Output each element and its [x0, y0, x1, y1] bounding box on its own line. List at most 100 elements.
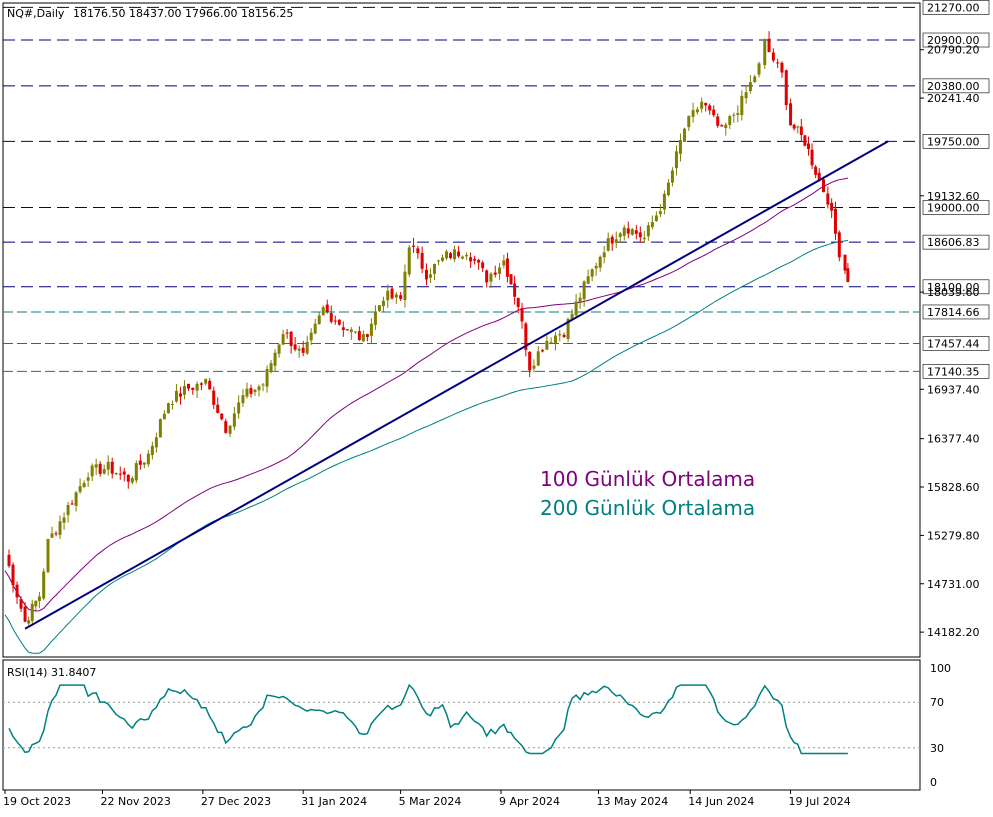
candle-body [780, 62, 784, 73]
candle [445, 249, 449, 261]
candle [399, 292, 403, 301]
candle [520, 302, 524, 329]
candle [562, 332, 566, 338]
candle-body [614, 239, 618, 243]
candle-body [837, 232, 841, 258]
candle [381, 296, 385, 313]
candle-body [771, 52, 775, 61]
candle [708, 103, 712, 115]
candle-body [241, 395, 245, 404]
candle [650, 215, 654, 230]
rsi-tick-label: 30 [930, 742, 944, 755]
candle-body [146, 453, 150, 465]
candle [524, 321, 528, 357]
candle [465, 252, 469, 261]
candle-body [110, 461, 114, 474]
candle-body [642, 237, 646, 240]
candle-body [361, 334, 365, 342]
level-label-box [922, 200, 990, 215]
candle [249, 384, 253, 398]
candle-body [712, 109, 716, 116]
candle [436, 259, 440, 266]
candle [170, 400, 174, 410]
level-label-box [922, 78, 990, 94]
candle-body [138, 460, 142, 465]
candle-body [309, 332, 313, 341]
candle [469, 252, 473, 269]
candle [748, 74, 752, 94]
candle [78, 478, 82, 495]
candle-body [817, 172, 821, 181]
candle [182, 380, 186, 400]
trendline-group [24, 140, 889, 630]
candle-body [7, 554, 11, 566]
candle-body [638, 232, 642, 238]
candle [843, 254, 847, 275]
candle [590, 268, 594, 282]
candle [682, 127, 686, 142]
candle-body [373, 312, 377, 325]
candle-body [610, 236, 614, 244]
candle [54, 531, 58, 537]
candle-body [82, 482, 86, 487]
candle-body [265, 369, 269, 387]
candle-body [130, 478, 134, 483]
x-tick-label: 22 Nov 2023 [100, 795, 170, 808]
candle [767, 31, 771, 53]
x-tick-label: 19 Jul 2024 [789, 795, 851, 808]
level-label: 20900.00 [927, 34, 980, 47]
y-tick-label: 15828.60 [927, 481, 980, 494]
candle-body [792, 124, 796, 129]
candles [7, 31, 850, 626]
candle [305, 335, 309, 355]
candle [638, 226, 642, 243]
candle [102, 464, 106, 475]
candle [485, 269, 489, 288]
candle-body [678, 140, 682, 154]
candle [757, 61, 761, 78]
candle [457, 246, 461, 258]
candle [34, 600, 38, 613]
candle-body [524, 323, 528, 351]
candle-body [289, 331, 293, 347]
candle-body [269, 363, 273, 372]
candle-body [369, 323, 373, 336]
candle-body [118, 473, 122, 475]
candle [642, 231, 646, 244]
candle [678, 133, 682, 162]
candle [204, 378, 208, 386]
candle [289, 331, 293, 354]
candle-body [301, 347, 305, 353]
candle-body [106, 461, 110, 470]
candle-body [46, 538, 50, 573]
candle-body [558, 334, 562, 336]
candle [273, 349, 277, 372]
x-tick-label: 27 Dec 2023 [201, 795, 271, 808]
candle-body [436, 260, 440, 262]
candle-body [208, 380, 212, 390]
candle-body [662, 193, 666, 210]
candle-body [716, 116, 720, 126]
candle-body [740, 95, 744, 116]
candle [150, 441, 154, 460]
level-label: 17140.35 [927, 365, 980, 378]
candle [666, 179, 670, 197]
rsi-tick-label: 70 [930, 696, 944, 709]
candle-body [27, 620, 31, 624]
candle-body [114, 473, 118, 475]
candle-body [767, 38, 771, 53]
candle [724, 122, 728, 136]
candle-body [682, 128, 686, 142]
candle [357, 326, 361, 341]
candle-body [545, 340, 549, 350]
candle-body [691, 110, 695, 117]
candle [178, 386, 182, 405]
rsi-tick-label: 100 [930, 662, 951, 675]
candle-body [281, 334, 285, 345]
candle-body [204, 378, 208, 384]
candle-body [34, 600, 38, 607]
candle [232, 407, 236, 431]
candle [416, 245, 420, 259]
candle [826, 186, 830, 209]
